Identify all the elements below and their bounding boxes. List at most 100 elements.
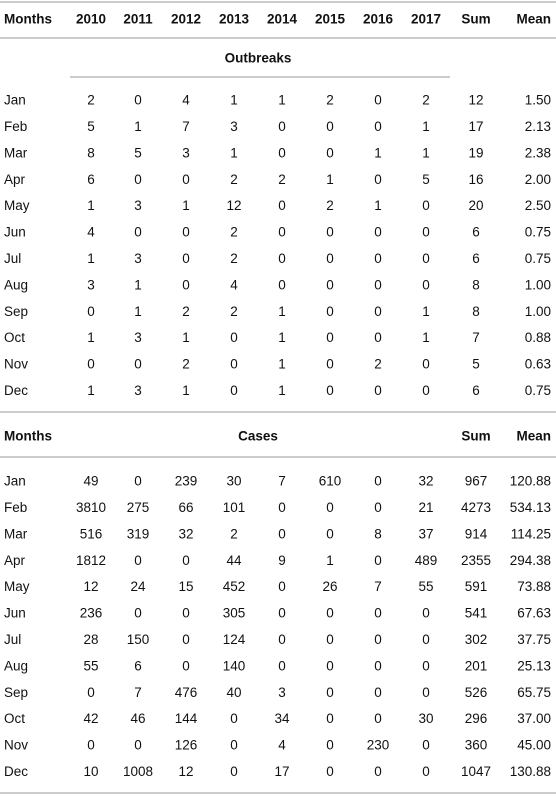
cell: 1 (230, 93, 238, 108)
cell: 130.88 (510, 764, 551, 779)
cell: 0 (182, 251, 190, 266)
cell: 144 (175, 711, 198, 726)
cell: 0 (374, 500, 382, 515)
cell: 7 (472, 330, 480, 345)
cell: 3 (134, 251, 142, 266)
cell: 2 (230, 172, 238, 187)
cell: 1.00 (525, 277, 551, 292)
cell: 302 (465, 632, 488, 647)
cell: 0 (182, 632, 190, 647)
cell: 0.88 (525, 330, 551, 345)
cell: 0 (134, 93, 142, 108)
cell: 1 (134, 304, 142, 319)
cell: 294.38 (510, 553, 551, 568)
row-label: Apr (4, 553, 26, 568)
cell: 0 (326, 526, 334, 541)
cell: 0 (374, 764, 382, 779)
cell: 0 (87, 357, 95, 372)
cell: 1 (422, 330, 430, 345)
cell: 1 (182, 383, 190, 398)
cell: 2355 (461, 553, 491, 568)
cell: 0 (422, 632, 430, 647)
cell: 0 (278, 119, 286, 134)
cell: 0 (134, 606, 142, 621)
cell: 28 (83, 632, 98, 647)
cell: 2 (230, 251, 238, 266)
cell: 1047 (461, 764, 491, 779)
cell: 4 (278, 738, 286, 753)
cell: 0 (134, 553, 142, 568)
cell: 0 (326, 383, 334, 398)
header-cell: Sum (461, 12, 490, 27)
cell: 1 (278, 357, 286, 372)
cell: 0 (422, 383, 430, 398)
cell: 4 (230, 277, 238, 292)
cell: 40 (226, 685, 241, 700)
cell: 1 (278, 304, 286, 319)
cell: 2 (87, 93, 95, 108)
row-label: Mar (4, 145, 28, 160)
cell: 360 (465, 738, 488, 753)
cell: 0 (422, 658, 430, 673)
row-label: Jun (4, 225, 26, 240)
cell: 0 (230, 357, 238, 372)
cell: 0 (374, 251, 382, 266)
cell: 42 (83, 711, 98, 726)
cell: 2 (374, 357, 382, 372)
header-cell: 2010 (76, 12, 106, 27)
cell: 534.13 (510, 500, 551, 515)
cell: 4 (182, 93, 190, 108)
cell: 0 (278, 198, 286, 213)
cell: 0 (326, 251, 334, 266)
cell: 2 (182, 357, 190, 372)
header-cell: 2014 (267, 12, 298, 27)
cell: 20 (468, 198, 483, 213)
header-cell: Months (4, 429, 52, 444)
cell: 0 (182, 225, 190, 240)
header-cell: Mean (516, 429, 551, 444)
cell: 0 (326, 304, 334, 319)
cell: 1 (422, 119, 430, 134)
cell: 1 (87, 383, 95, 398)
cell: 1 (87, 251, 95, 266)
cell: 6 (472, 251, 480, 266)
cell: 46 (130, 711, 145, 726)
header-cell: 2012 (171, 12, 201, 27)
cell: 2 (230, 304, 238, 319)
cell: 4273 (461, 500, 491, 515)
cell: 0 (422, 225, 430, 240)
cell: 2.13 (525, 119, 551, 134)
cell: 0.63 (525, 357, 551, 372)
cell: 0 (230, 764, 238, 779)
cell: 8 (374, 526, 382, 541)
cell: 114.25 (511, 526, 551, 541)
row-label: Jan (4, 93, 26, 108)
cell: 12 (83, 579, 98, 594)
cell: 914 (465, 526, 488, 541)
cell: 5 (87, 119, 95, 134)
cell: 55 (83, 658, 98, 673)
cell: 12 (226, 198, 241, 213)
cell: 0 (422, 357, 430, 372)
cell: 0 (278, 145, 286, 160)
cell: 0 (87, 304, 95, 319)
cell: 296 (465, 711, 488, 726)
cell: 7 (182, 119, 190, 134)
cell: 0.75 (525, 383, 551, 398)
cell: 8 (87, 145, 95, 160)
cell: 0 (278, 277, 286, 292)
cell: 4 (87, 225, 95, 240)
cell: 489 (415, 553, 438, 568)
cell: 120.88 (510, 474, 551, 489)
cell: 967 (465, 474, 488, 489)
cell: 55 (418, 579, 433, 594)
cell: 0 (374, 606, 382, 621)
cell: 0 (374, 225, 382, 240)
cell: 0 (374, 277, 382, 292)
cell: 0 (182, 553, 190, 568)
cell: 0 (326, 119, 334, 134)
cell: 5 (134, 145, 142, 160)
cell: 0 (134, 225, 142, 240)
cell: 0 (278, 500, 286, 515)
cell: 0 (278, 606, 286, 621)
